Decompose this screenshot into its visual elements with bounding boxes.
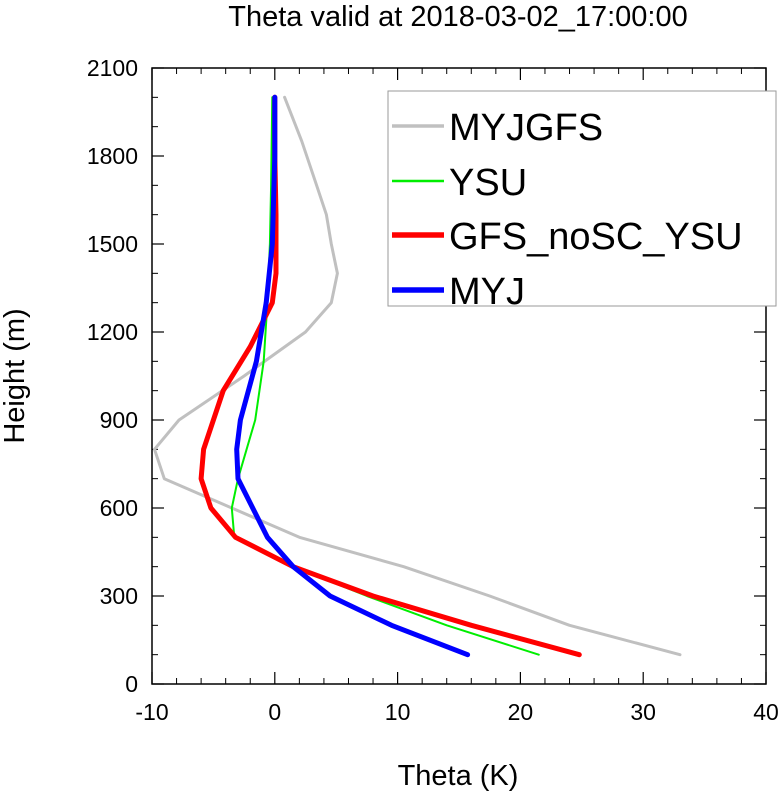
legend: MYJGFS YSU GFS_noSC_YSU MYJ	[387, 90, 777, 313]
x-tick-label: -10	[135, 699, 168, 725]
y-tick-label: 1200	[87, 319, 138, 345]
y-tick-label: 0	[125, 671, 138, 697]
y-tick-label: 900	[100, 407, 138, 433]
x-tick-label: 40	[753, 699, 779, 725]
plot-area	[151, 67, 767, 685]
y-tick-label: 2100	[87, 55, 138, 81]
x-tick-label: 20	[508, 699, 534, 725]
x-axis-label: Theta (K)	[398, 760, 519, 792]
series-line-myjgfs	[153, 95, 682, 657]
legend-label: GFS_noSC_YSU	[449, 216, 743, 258]
axis-ticks	[151, 67, 767, 685]
y-tick-label: 300	[100, 583, 138, 609]
series-lines	[153, 94, 682, 658]
legend-box	[387, 90, 777, 307]
y-tick-label: 1800	[87, 143, 138, 169]
x-axis-tick-labels: -10 0 10 20 30 40	[135, 699, 778, 725]
series-line-myj	[234, 94, 471, 658]
legend-label: MYJ	[449, 271, 525, 313]
y-tick-label: 600	[100, 495, 138, 521]
plot-border	[151, 67, 767, 685]
x-tick-label: 30	[630, 699, 656, 725]
x-tick-label: 10	[385, 699, 411, 725]
y-axis-label: Height (m)	[0, 308, 31, 443]
chart-title: Theta valid at 2018-03-02_17:00:00	[228, 1, 688, 33]
legend-label: MYJGFS	[449, 107, 603, 149]
legend-label: YSU	[449, 162, 527, 204]
x-tick-label: 0	[268, 699, 281, 725]
y-axis-tick-labels: 0 300 600 900 1200 1500 1800 2100	[87, 55, 138, 697]
series-line-gfs-nosc-ysu	[198, 94, 582, 658]
y-tick-label: 1500	[87, 231, 138, 257]
